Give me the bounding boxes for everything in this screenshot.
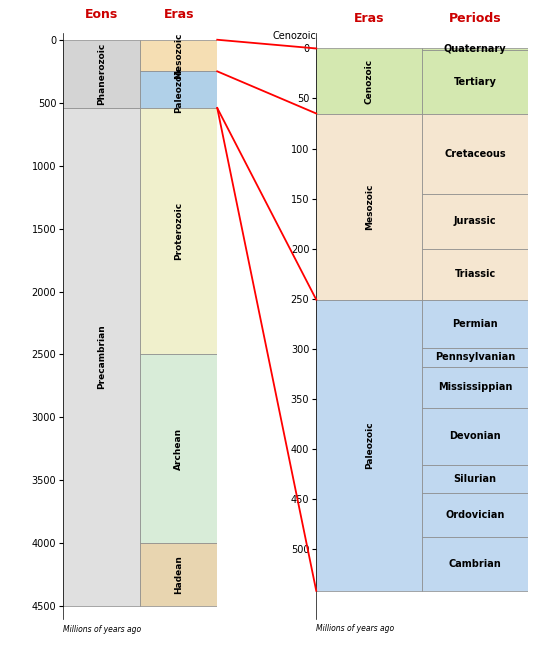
Text: Precambrian: Precambrian — [97, 324, 106, 389]
Bar — [422, 114, 528, 193]
Text: Phanerozoic: Phanerozoic — [97, 43, 106, 105]
Text: Mesozoic: Mesozoic — [365, 183, 373, 229]
Text: Eons: Eons — [85, 8, 118, 21]
Bar — [140, 72, 217, 108]
Text: Cambrian: Cambrian — [449, 559, 502, 569]
Bar — [316, 114, 422, 300]
Bar — [422, 193, 528, 249]
Text: Cretaceous: Cretaceous — [444, 149, 506, 159]
Text: Cenozoic: Cenozoic — [272, 31, 316, 41]
Text: Hadean: Hadean — [174, 555, 183, 594]
Text: Quaternary: Quaternary — [444, 44, 507, 54]
Bar — [140, 39, 217, 72]
Bar — [422, 367, 528, 407]
Bar — [422, 465, 528, 493]
Text: Cenozoic: Cenozoic — [365, 58, 373, 104]
Text: Triassic: Triassic — [454, 269, 496, 279]
Text: Mississippian: Mississippian — [438, 382, 512, 392]
Bar — [140, 543, 217, 606]
Text: Archean: Archean — [174, 427, 183, 470]
Bar — [316, 300, 422, 591]
Bar — [422, 407, 528, 465]
Text: Jurassic: Jurassic — [454, 216, 496, 226]
Text: Mesozoic: Mesozoic — [174, 32, 183, 79]
Text: Periods: Periods — [449, 12, 502, 25]
Bar — [422, 48, 528, 50]
Text: Paleozoic: Paleozoic — [174, 66, 183, 114]
Text: Paleozoic: Paleozoic — [365, 421, 373, 468]
Bar — [140, 355, 217, 543]
Text: Eras: Eras — [163, 8, 194, 21]
Bar — [422, 300, 528, 348]
Text: Devonian: Devonian — [449, 432, 501, 442]
Text: Pennsylvanian: Pennsylvanian — [435, 352, 515, 362]
Text: Proterozoic: Proterozoic — [174, 202, 183, 260]
Text: Eras: Eras — [354, 12, 384, 25]
Text: Silurian: Silurian — [454, 474, 497, 484]
Bar — [63, 39, 140, 108]
Bar — [422, 493, 528, 537]
Bar — [140, 108, 217, 355]
Bar — [422, 348, 528, 367]
Bar — [63, 108, 140, 606]
Text: Permian: Permian — [452, 318, 498, 328]
Text: Millions of years ago: Millions of years ago — [63, 625, 141, 634]
Text: Millions of years ago: Millions of years ago — [316, 624, 394, 633]
Bar — [422, 537, 528, 591]
Bar — [422, 249, 528, 300]
Text: Tertiary: Tertiary — [454, 77, 497, 87]
Bar — [422, 50, 528, 114]
Bar — [316, 48, 422, 114]
Text: Ordovician: Ordovician — [446, 510, 505, 520]
